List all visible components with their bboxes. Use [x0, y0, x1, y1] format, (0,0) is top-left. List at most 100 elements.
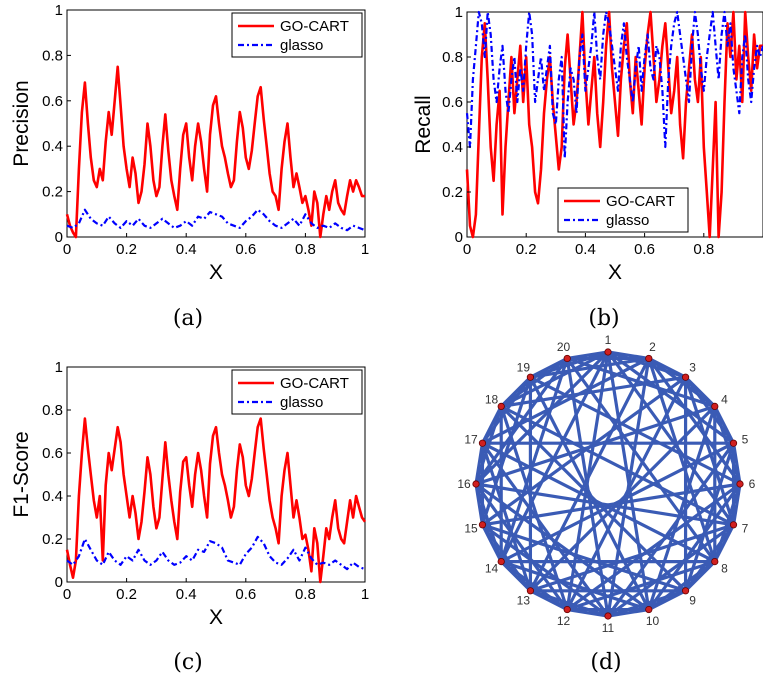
network-node: [526, 373, 535, 381]
network-edge: [528, 356, 651, 379]
network-edge: [565, 356, 717, 409]
network-node: [604, 348, 612, 356]
network-node-label: 8: [721, 562, 728, 576]
y-tick-label: 0.8: [42, 47, 63, 64]
y-tick-label: 1: [55, 2, 63, 19]
network-edge: [474, 404, 503, 486]
network-node: [526, 587, 535, 595]
network-edge: [480, 441, 533, 593]
legend-label-glasso: glasso: [280, 37, 323, 54]
series-line-glasso: [465, 10, 763, 160]
x-tick-label: 1: [361, 241, 369, 258]
y-tick-label: 0: [55, 229, 63, 246]
y-axis-label: F1-Score: [10, 431, 33, 517]
network-edge: [683, 441, 736, 593]
network-edge: [647, 356, 717, 564]
legend-label-go-cart: GO-CART: [280, 375, 349, 392]
x-tick-label: 0: [63, 586, 71, 603]
y-tick-label: 1: [455, 4, 463, 21]
network-node-label: 10: [646, 614, 660, 628]
network-node-label: 4: [721, 392, 728, 406]
network-edge: [480, 375, 533, 445]
series-line-go-cart: [65, 65, 365, 239]
plot-frame: [66, 9, 366, 238]
x-tick-label: 0.6: [235, 241, 256, 258]
network-node-label: 19: [517, 361, 531, 375]
network-node: [497, 402, 505, 411]
network-edge: [499, 559, 569, 612]
y-tick-label: 0.4: [42, 488, 63, 505]
network-edge: [480, 523, 688, 593]
network-edge: [499, 559, 651, 612]
y-tick-label: 0.8: [42, 402, 63, 419]
x-tick-label: 0: [63, 241, 71, 258]
network-node-label: 16: [457, 477, 471, 491]
y-tick-label: 0: [55, 574, 63, 591]
network-node-label: 11: [602, 621, 615, 635]
network-edge: [565, 356, 717, 564]
x-tick-label: 0.4: [176, 241, 197, 258]
legend-label-go-cart: GO-CART: [606, 193, 675, 210]
network-node: [681, 373, 690, 381]
network-edge: [565, 559, 717, 612]
network-edge: [528, 350, 610, 379]
plot-frame: [66, 366, 366, 583]
network-node-label: 9: [689, 593, 696, 607]
network-node: [711, 557, 719, 566]
network-edge: [565, 482, 742, 612]
caption-b: (b): [588, 306, 620, 331]
series-line-glasso: [66, 535, 366, 571]
x-tick-label: 0.2: [116, 586, 137, 603]
network-edge: [480, 375, 533, 527]
x-tick-label: 0.8: [295, 241, 316, 258]
network-edge: [683, 375, 736, 527]
network-node-label: 6: [749, 477, 756, 491]
network-edge: [474, 404, 717, 486]
x-axis-label: X: [209, 606, 223, 629]
network-edge: [480, 523, 533, 593]
network-node-label: 15: [464, 521, 478, 535]
network-node-label: 7: [742, 521, 749, 535]
x-tick-label: 0.2: [516, 241, 537, 258]
network-edge: [565, 356, 610, 618]
network-edge: [474, 482, 503, 564]
network-node-label: 13: [517, 593, 531, 607]
network-edge: [528, 523, 736, 593]
x-tick-label: 0.2: [116, 241, 137, 258]
network-node: [729, 439, 738, 447]
network-node: [472, 480, 480, 488]
network-node: [563, 605, 571, 614]
caption-d: (d): [590, 650, 622, 675]
network-node-label: 17: [464, 433, 478, 447]
y-tick-label: 0.8: [442, 49, 463, 66]
y-tick-label: 0.2: [42, 531, 63, 548]
network-edge: [474, 356, 569, 486]
network-node: [563, 354, 571, 363]
network-edge: [480, 375, 688, 527]
y-tick-label: 0.2: [442, 184, 463, 201]
y-tick-label: 0.2: [42, 184, 63, 201]
network-edge: [647, 404, 717, 612]
x-tick-label: 0.4: [575, 241, 596, 258]
x-axis-label: X: [209, 261, 223, 284]
caption-c: (c): [173, 650, 203, 675]
network-edge: [480, 523, 610, 618]
x-tick-label: 0.8: [295, 586, 316, 603]
network-edge: [499, 404, 569, 612]
network-node: [711, 402, 719, 411]
precision-plot: 0 0.2 0.4 0.6 0.8 1 0 0.2 0.4 0.6 0.8 1 X Precision GO…: [10, 2, 369, 284]
network-node: [645, 605, 653, 614]
series-line-glasso: [66, 208, 366, 232]
network-edge: [606, 523, 736, 618]
network-edge: [474, 482, 569, 612]
legend-label-go-cart: GO-CART: [280, 18, 349, 35]
network-node: [478, 521, 487, 529]
y-tick-label: 0: [455, 229, 463, 246]
network-node: [729, 521, 738, 529]
legend-box: [231, 12, 363, 58]
network-edge: [480, 441, 610, 618]
x-tick-label: 1: [361, 586, 369, 603]
network-node-label: 5: [742, 433, 749, 447]
network-edge: [499, 356, 569, 409]
